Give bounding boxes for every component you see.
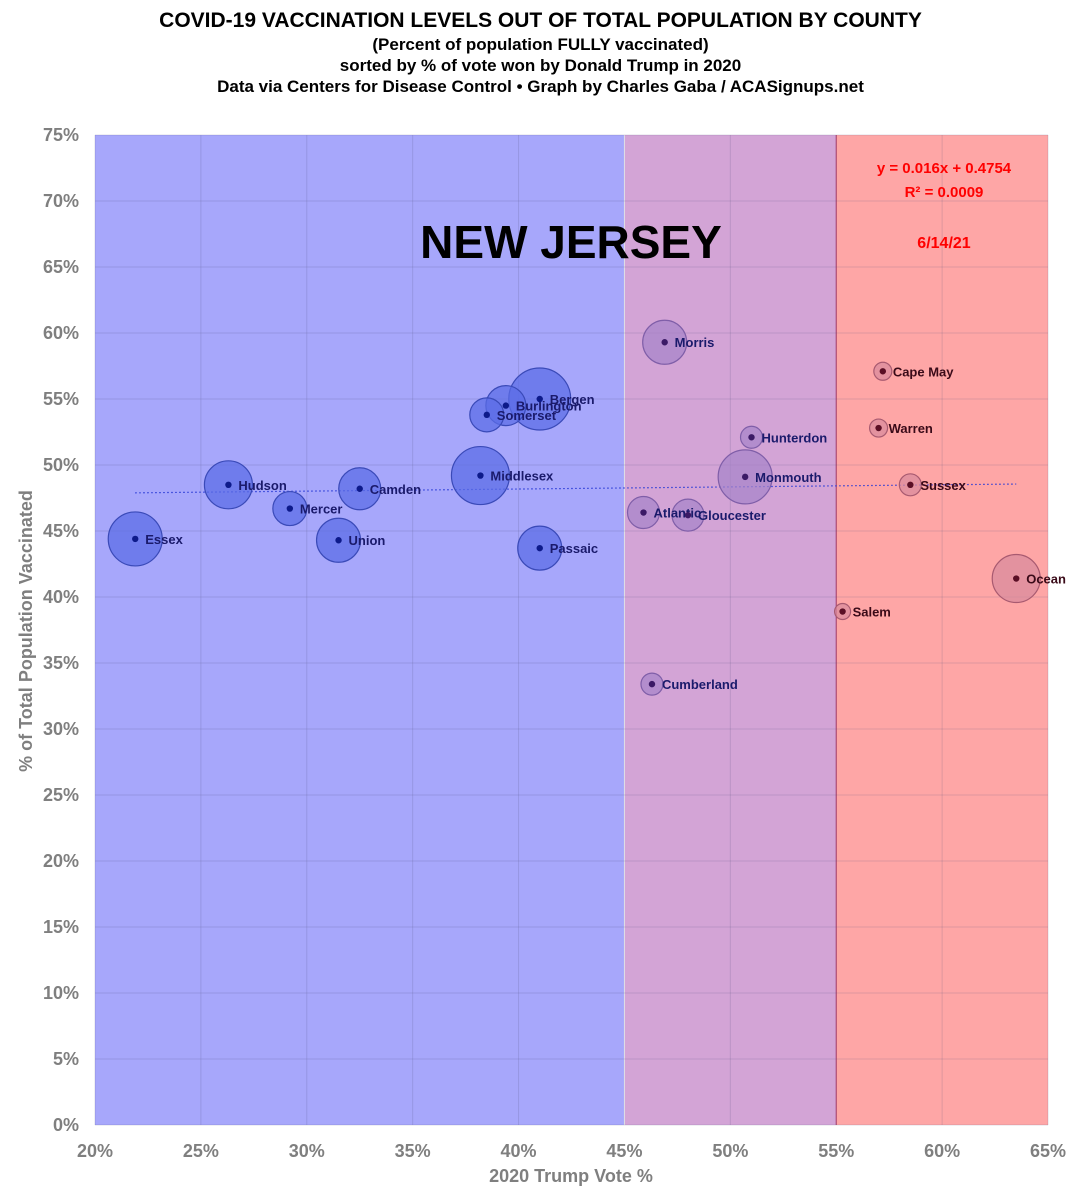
point-atlantic <box>640 509 647 516</box>
chart-subtitle-2: sorted by % of vote won by Donald Trump … <box>339 56 742 75</box>
point-morris <box>661 339 668 346</box>
chart-header: COVID-19 VACCINATION LEVELS OUT OF TOTAL… <box>0 8 1081 97</box>
y-tick-label: 15% <box>43 917 79 937</box>
point-cumberland <box>648 680 656 688</box>
point-essex <box>132 535 139 543</box>
point-hudson <box>225 481 232 488</box>
label-salem: Salem <box>853 605 891 620</box>
x-tick-label: 55% <box>818 1141 854 1161</box>
label-hunterdon: Hunterdon <box>762 430 828 445</box>
label-burlington: Burlington <box>516 399 582 414</box>
y-tick-label: 60% <box>43 323 79 343</box>
label-mercer: Mercer <box>300 502 343 517</box>
y-tick-label: 30% <box>43 719 79 739</box>
county-labels: Essex Hudson Mercer Union Camden Middlesex Som… <box>132 335 1066 692</box>
trendline-r-squared: R² = 0.0009 <box>905 184 984 201</box>
label-ocean: Ocean <box>1026 572 1066 587</box>
y-tick-label: 70% <box>43 191 79 211</box>
chart-credit: Data via Centers for Disease Control • G… <box>217 77 864 96</box>
y-tick-label: 65% <box>43 257 79 277</box>
y-tick-label: 35% <box>43 653 79 673</box>
point-hunterdon <box>748 434 755 441</box>
point-burlington <box>502 402 510 409</box>
point-camden <box>356 485 363 492</box>
y-tick-label: 20% <box>43 851 79 871</box>
x-tick-label: 20% <box>77 1141 113 1161</box>
x-tick-label: 30% <box>289 1141 325 1161</box>
point-passaic <box>536 544 543 552</box>
label-passaic: Passaic <box>550 541 598 556</box>
chart-subtitle-1: (Percent of population FULLY vaccinated) <box>372 35 709 54</box>
label-cape-may: Cape May <box>893 364 954 379</box>
y-tick-label: 0% <box>53 1115 79 1135</box>
y-tick-label: 5% <box>53 1049 79 1069</box>
y-tick-label: 10% <box>43 983 79 1003</box>
trend-line <box>135 483 1017 494</box>
label-somerset: Somerset <box>497 408 557 423</box>
point-middlesex <box>477 472 484 479</box>
y-tick-label: 40% <box>43 587 79 607</box>
grid-lines <box>94 134 1049 1126</box>
y-tick-label: 50% <box>43 455 79 475</box>
label-monmouth: Monmouth <box>755 470 821 485</box>
label-warren: Warren <box>889 421 933 436</box>
chart-title: COVID-19 VACCINATION LEVELS OUT OF TOTAL… <box>159 9 922 32</box>
x-axis-ticks: 20% 25% 30% 35% 40% 45% 50% 55% 60% 65% <box>77 1141 1066 1161</box>
label-middlesex: Middlesex <box>490 469 554 484</box>
state-label: NEW JERSEY <box>420 216 722 268</box>
x-tick-label: 65% <box>1030 1141 1066 1161</box>
point-monmouth <box>741 473 749 481</box>
y-tick-label: 75% <box>43 125 79 145</box>
point-cape-may <box>879 368 887 375</box>
x-tick-label: 35% <box>395 1141 431 1161</box>
vote-share-bands <box>95 135 1048 1125</box>
label-gloucester: Gloucester <box>698 508 766 523</box>
y-axis-title: % of Total Population Vaccinated <box>16 490 36 772</box>
point-salem <box>839 608 846 615</box>
label-hudson: Hudson <box>238 478 286 493</box>
label-atlantic: Atlantic <box>654 506 702 521</box>
label-essex: Essex <box>145 532 183 547</box>
y-tick-label: 25% <box>43 785 79 805</box>
point-union <box>335 537 342 544</box>
point-ocean <box>1013 575 1020 582</box>
x-tick-label: 25% <box>183 1141 219 1161</box>
label-sussex: Sussex <box>920 478 966 493</box>
y-tick-label: 45% <box>43 521 79 541</box>
point-gloucester <box>684 511 692 519</box>
band-1 <box>624 135 837 1125</box>
x-tick-label: 60% <box>924 1141 960 1161</box>
trendline-equation: y = 0.016x + 0.4754 <box>877 160 1012 177</box>
label-cumberland: Cumberland <box>662 677 738 692</box>
point-warren <box>875 424 882 432</box>
band-2 <box>836 135 1048 1125</box>
point-mercer <box>286 505 294 512</box>
point-bergen <box>536 395 543 403</box>
x-axis-title: 2020 Trump Vote % <box>489 1166 653 1186</box>
date-label: 6/14/21 <box>917 235 970 252</box>
point-sussex <box>907 481 914 488</box>
label-bergen: Bergen <box>550 392 595 407</box>
x-tick-label: 45% <box>606 1141 642 1161</box>
x-tick-label: 50% <box>712 1141 748 1161</box>
point-somerset <box>483 411 490 419</box>
label-union: Union <box>349 533 386 548</box>
band-0 <box>95 135 625 1125</box>
y-axis-ticks: 0% 5% 10% 15% 20% 25% 30% 35% 40% 45% 50% 55% 60% 65%… <box>43 125 79 1135</box>
label-morris: Morris <box>675 335 715 350</box>
y-tick-label: 55% <box>43 389 79 409</box>
label-camden: Camden <box>370 482 421 497</box>
x-tick-label: 40% <box>501 1141 537 1161</box>
